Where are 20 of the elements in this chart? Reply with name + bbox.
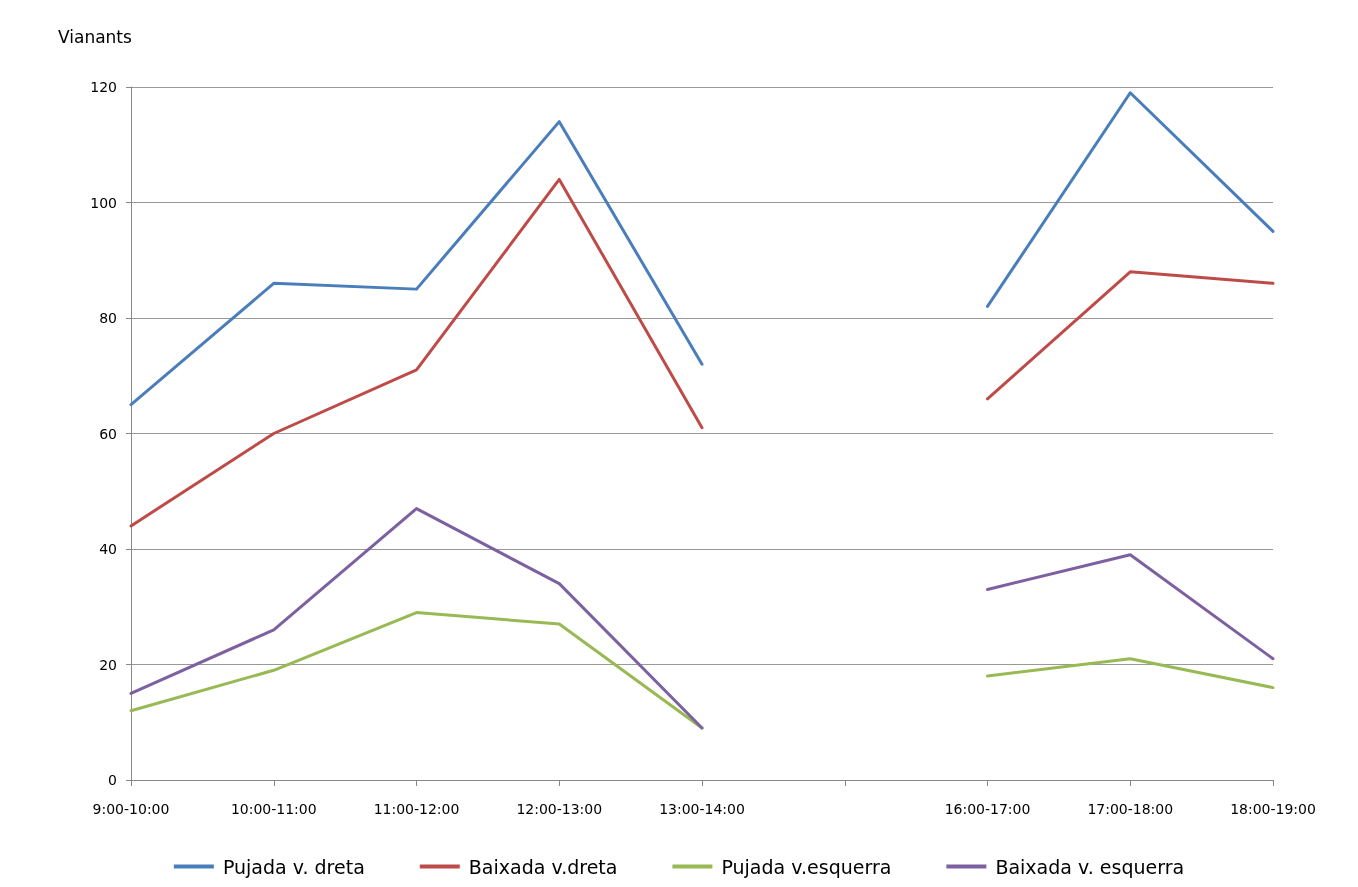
y-axis-title: Vianants	[58, 26, 133, 47]
x-tick-label: 12:00-13:00	[516, 801, 603, 817]
y-tick-label: 0	[108, 772, 117, 788]
y-tick-label: 60	[99, 425, 117, 442]
x-tick-label: 13:00-14:00	[659, 801, 745, 817]
x-tick-label: 17:00-18:00	[1087, 801, 1174, 817]
y-tick-label: 120	[90, 79, 117, 95]
x-tick-label: 18:00-19:00	[1230, 801, 1316, 817]
legend-label: Baixada v. esquerra	[995, 855, 1185, 878]
x-tick-label: 16:00-17:00	[944, 801, 1031, 817]
x-tick-label: 11:00-12:00	[373, 801, 460, 817]
y-tick-label: 100	[90, 194, 117, 211]
y-tick-label: 80	[99, 310, 117, 326]
y-tick-label: 40	[99, 541, 117, 557]
x-tick-label: 10:00-11:00	[230, 801, 317, 817]
y-tick-label: 20	[99, 656, 117, 673]
legend-label: Pujada v. dreta	[222, 855, 365, 878]
legend-label: Baixada v.dreta	[468, 855, 618, 878]
x-tick-label: 9:00-10:00	[92, 801, 170, 817]
legend-label: Pujada v.esquerra	[721, 855, 892, 878]
